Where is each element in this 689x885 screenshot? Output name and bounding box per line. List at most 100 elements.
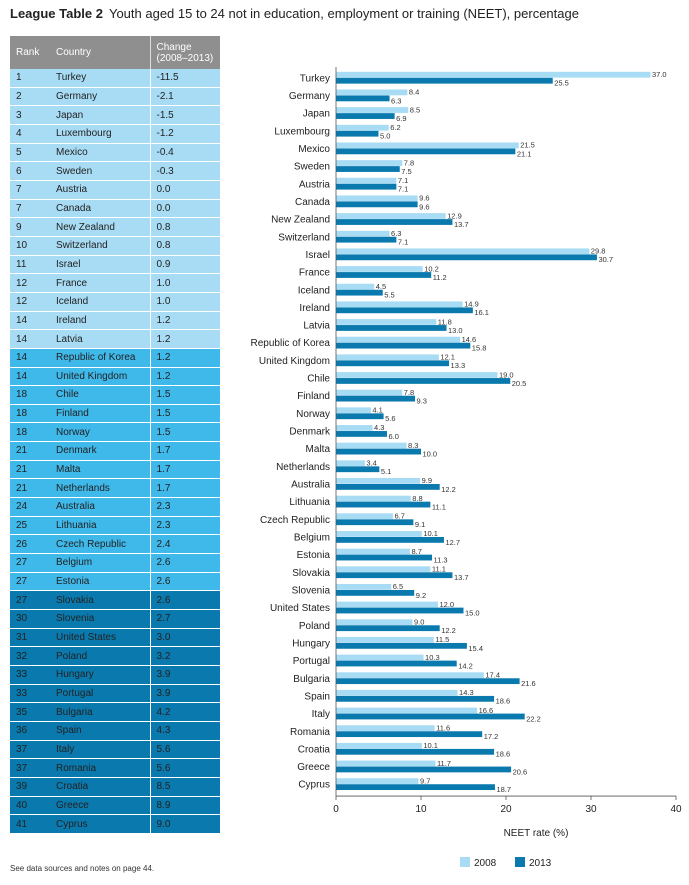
rank-cell: 21 <box>10 460 50 480</box>
data-label-2008: 6.5 <box>393 582 403 591</box>
country-cell: Mexico <box>50 143 150 163</box>
table-row: 18 Finland 1.5 <box>10 404 220 424</box>
bar-2008 <box>336 389 403 396</box>
bar-2008 <box>336 583 392 590</box>
data-label-2013: 13.0 <box>448 326 463 335</box>
change-cell: 2.3 <box>149 516 220 536</box>
data-label-2013: 15.0 <box>465 608 480 617</box>
bar-2013 <box>336 272 432 278</box>
data-label-2008: 9.0 <box>414 617 424 626</box>
bar-2013 <box>336 360 450 367</box>
country-cell: France <box>50 273 150 293</box>
change-cell: 3.0 <box>149 628 220 648</box>
bar-2008 <box>336 213 446 219</box>
rank-cell: 7 <box>10 180 50 200</box>
data-label-2013: 6.9 <box>396 114 406 123</box>
table-row: 3 Japan -1.5 <box>10 105 220 125</box>
bar-2013 <box>336 731 483 738</box>
country-cell: Greece <box>50 796 150 816</box>
rank-cell: 35 <box>10 702 50 722</box>
bar-2013 <box>336 254 597 261</box>
data-label-2013: 9.6 <box>419 202 429 211</box>
country-cell: Denmark <box>50 441 150 461</box>
bar-2013 <box>336 484 440 490</box>
rank-cell: 40 <box>10 796 50 816</box>
bar-2008 <box>336 160 403 166</box>
country-cell: Switzerland <box>50 236 150 256</box>
country-cell: Germany <box>50 87 150 107</box>
bar-2008 <box>336 89 408 96</box>
rank-cell: 7 <box>10 199 50 219</box>
category-label: Bulgaria <box>293 674 330 685</box>
country-cell: Croatia <box>50 777 150 797</box>
change-cell: -1.5 <box>149 105 220 125</box>
table-row: 36 Spain 4.3 <box>10 721 220 741</box>
change-cell: 1.5 <box>149 422 220 443</box>
change-cell: 0.0 <box>149 180 220 200</box>
data-label-2008: 3.4 <box>366 459 376 468</box>
data-label-2008: 8.8 <box>412 494 422 503</box>
bar-2013 <box>336 95 390 102</box>
bar-2008 <box>336 689 458 696</box>
data-label-2013: 7.1 <box>398 238 408 247</box>
data-label-2013: 25.5 <box>554 79 569 88</box>
bar-2008 <box>336 460 365 467</box>
country-cell: United States <box>50 628 150 648</box>
data-label-2013: 11.2 <box>433 273 447 282</box>
category-label: France <box>299 268 331 279</box>
data-label-2013: 11.1 <box>432 502 446 511</box>
data-label-2008: 10.1 <box>423 741 438 750</box>
table-row: 14 Latvia 1.2 <box>10 329 220 349</box>
data-label-2008: 4.5 <box>376 282 386 291</box>
bar-2013 <box>336 395 416 402</box>
data-label-2013: 5.6 <box>385 414 395 423</box>
change-cell: 3.9 <box>149 684 220 704</box>
change-cell: 8.5 <box>149 777 220 797</box>
rank-cell: 26 <box>10 534 50 555</box>
category-label: United States <box>270 603 330 614</box>
rank-cell: 27 <box>10 553 50 573</box>
rank-cell: 25 <box>10 516 50 536</box>
rank-cell: 36 <box>10 721 50 741</box>
category-label: Switzerland <box>278 232 330 243</box>
rank-cell: 37 <box>10 758 50 778</box>
rank-cell: 11 <box>10 255 50 275</box>
rank-cell: 9 <box>10 217 50 237</box>
data-label-2008: 10.3 <box>425 653 440 662</box>
league-table: Rank Country Change (2008–2013) 1 Turkey -1… <box>10 36 220 834</box>
country-cell: Czech Republic <box>50 534 150 555</box>
country-header: Country <box>50 36 150 69</box>
bar-2008 <box>336 760 436 767</box>
data-label-2013: 9.2 <box>416 591 426 600</box>
data-label-2008: 8.4 <box>409 88 419 97</box>
category-label: United Kingdom <box>259 356 330 367</box>
change-cell: 1.5 <box>149 385 220 405</box>
country-cell: Ireland <box>50 311 150 331</box>
rank-cell: 3 <box>10 105 50 125</box>
change-header: Change (2008–2013) <box>149 36 220 69</box>
bar-2013 <box>336 413 384 420</box>
category-label: Australia <box>291 480 330 491</box>
table-row: 11 Israel 0.9 <box>10 255 220 275</box>
bar-2013 <box>336 572 453 579</box>
category-label: Mexico <box>298 144 330 155</box>
table-row: 21 Netherlands 1.7 <box>10 478 220 499</box>
bar-2013 <box>336 625 440 632</box>
bar-2008 <box>336 407 371 414</box>
country-cell: Slovenia <box>50 609 150 629</box>
table-row: 7 Canada 0.0 <box>10 199 220 219</box>
bar-2013 <box>336 660 457 667</box>
rank-cell: 21 <box>10 478 50 499</box>
change-cell: 0.0 <box>149 199 220 219</box>
country-cell: Portugal <box>50 684 150 704</box>
table-row: 37 Italy 5.6 <box>10 740 220 760</box>
data-label-2008: 4.1 <box>372 406 382 415</box>
data-label-2008: 8.7 <box>411 547 421 556</box>
bar-2008 <box>336 248 590 255</box>
bar-2008 <box>336 725 435 732</box>
bar-2013 <box>336 466 380 473</box>
country-cell: Malta <box>50 460 150 480</box>
data-label-2013: 5.5 <box>384 291 394 300</box>
category-label: Poland <box>299 621 330 632</box>
rank-cell: 4 <box>10 124 50 144</box>
